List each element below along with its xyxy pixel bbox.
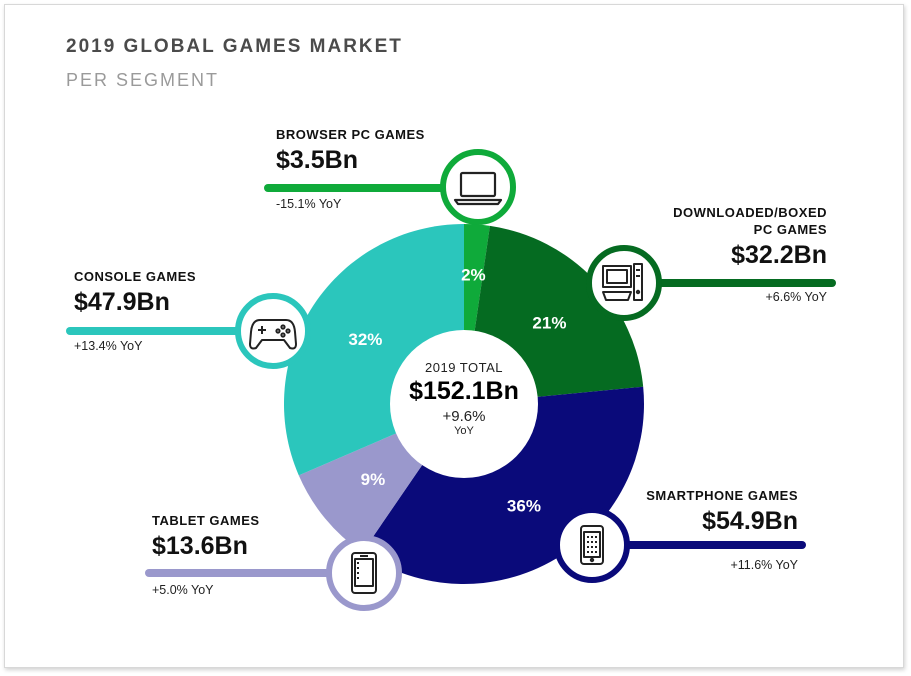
browser-name: BROWSER PC GAMES (276, 127, 425, 142)
gamepad-icon (249, 319, 297, 350)
downloaded-label-group: DOWNLOADED/BOXED PC GAMES $32.2Bn +6.6% … (673, 205, 827, 304)
laptop-icon (453, 171, 503, 206)
console-pct-label: 32% (348, 330, 382, 349)
downloaded-pct-label: 21% (532, 314, 566, 333)
total-label: 2019 TOTAL (425, 360, 503, 375)
percentage-labels: 2% 21% 36% 9% 32% (348, 265, 566, 515)
smartphone-label-group: SMARTPHONE GAMES $54.9Bn +11.6% YoY (646, 488, 798, 572)
tablet-yoy: +5.0% YoY (152, 583, 214, 597)
console-badge (235, 293, 311, 369)
browser-badge (440, 149, 516, 225)
tablet-value: $13.6Bn (152, 532, 248, 560)
tablet-pct-label: 9% (361, 470, 386, 489)
desktop-computer-icon (602, 263, 643, 301)
center-hole (390, 330, 538, 478)
total-yoy: YoY (454, 425, 474, 437)
smartphone-yoy: +11.6% YoY (730, 558, 798, 572)
browser-label-group: BROWSER PC GAMES $3.5Bn -15.1% YoY (276, 127, 425, 211)
tablet-name: TABLET GAMES (152, 513, 260, 528)
downloaded-name-line1: DOWNLOADED/BOXED (673, 205, 827, 220)
total-value: $152.1Bn (409, 377, 519, 405)
center-total: 2019 TOTAL $152.1Bn +9.6% YoY (386, 360, 542, 437)
downloaded-yoy: +6.6% YoY (765, 290, 827, 304)
tablet-badge (326, 535, 402, 611)
console-label-group: CONSOLE GAMES $47.9Bn +13.4% YoY (74, 269, 196, 353)
console-name: CONSOLE GAMES (74, 269, 197, 284)
smartphone-name: SMARTPHONE GAMES (646, 488, 798, 503)
smartphone-pct-label: 36% (507, 497, 541, 516)
chart-subtitle: PER SEGMENT (66, 70, 220, 90)
smartphone-icon (580, 525, 604, 565)
tablet-label-group: TABLET GAMES $13.6Bn +5.0% YoY (152, 513, 260, 597)
total-growth: +9.6% (442, 408, 486, 425)
browser-value: $3.5Bn (276, 146, 358, 174)
browser-pct-label: 2% (461, 265, 486, 284)
downloaded-value: $32.2Bn (731, 241, 827, 269)
smartphone-value: $54.9Bn (702, 507, 798, 535)
console-yoy: +13.4% YoY (74, 339, 143, 353)
console-value: $47.9Bn (74, 288, 170, 316)
browser-yoy: -15.1% YoY (276, 197, 342, 211)
smartphone-badge (554, 507, 630, 583)
downloaded-badge (586, 245, 662, 321)
downloaded-name-line2: PC GAMES (753, 222, 827, 237)
chart-title: 2019 GLOBAL GAMES MARKET (66, 36, 403, 57)
tablet-icon (351, 552, 377, 594)
